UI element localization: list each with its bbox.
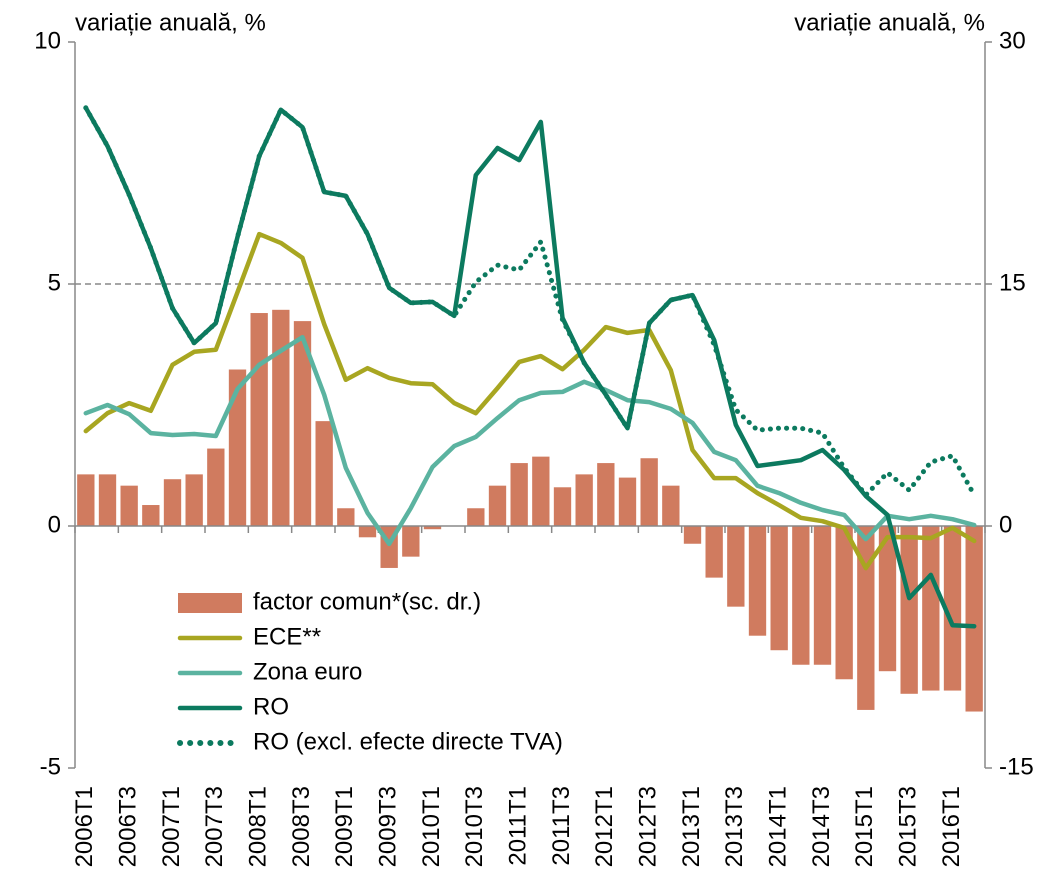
x-tick-label: 2009T3 xyxy=(375,786,402,867)
bar xyxy=(423,526,442,530)
y2-tick-label: 0 xyxy=(999,511,1012,538)
bar xyxy=(683,526,702,544)
bar xyxy=(922,526,940,691)
x-tick-label: 2007T3 xyxy=(201,786,228,867)
bar xyxy=(965,526,983,712)
bar xyxy=(293,321,312,526)
bar xyxy=(402,526,420,557)
bar xyxy=(510,463,528,526)
bar xyxy=(705,526,723,578)
x-tick-label: 2007T1 xyxy=(158,786,185,867)
bar xyxy=(315,421,333,526)
bar xyxy=(98,474,117,526)
x-tick-label: 2015T3 xyxy=(895,786,922,867)
y2-tick-label: 30 xyxy=(999,27,1026,54)
bar xyxy=(943,526,962,691)
x-tick-label: 2010T1 xyxy=(418,786,445,867)
y-tick-label: -5 xyxy=(40,753,61,780)
y-tick-label: 10 xyxy=(34,27,61,54)
bar xyxy=(228,369,247,526)
y-tick-label: 5 xyxy=(48,269,61,296)
bar xyxy=(207,448,225,526)
legend-label: RO (excl. efecte directe TVA) xyxy=(253,728,563,755)
bar xyxy=(835,526,853,680)
bar xyxy=(662,485,680,526)
bar xyxy=(575,474,593,526)
legend-label: factor comun*(sc. dr.) xyxy=(253,588,481,615)
legend-label: ECE** xyxy=(253,623,321,650)
bar xyxy=(813,526,832,665)
y2-axis-title: variație anuală, % xyxy=(794,9,985,36)
x-tick-label: 2016T1 xyxy=(938,786,965,867)
bar xyxy=(467,508,485,526)
bar xyxy=(748,526,767,636)
bar xyxy=(532,456,550,526)
x-tick-label: 2012T1 xyxy=(591,786,618,867)
bar xyxy=(597,463,615,526)
y2-tick-label: 15 xyxy=(999,269,1026,296)
x-tick-label: 2014T3 xyxy=(808,786,835,867)
x-tick-label: 2006T3 xyxy=(115,786,142,867)
bar xyxy=(142,505,160,526)
x-tick-label: 2011T1 xyxy=(505,786,532,866)
line xyxy=(83,105,977,498)
bar xyxy=(727,526,745,607)
x-tick-label: 2008T3 xyxy=(288,786,315,867)
line xyxy=(83,334,977,547)
x-tick-label: 2012T3 xyxy=(635,786,662,867)
legend-swatch xyxy=(178,593,242,613)
y-axis-title: variație anuală, % xyxy=(75,9,266,36)
bar xyxy=(488,485,507,526)
bar xyxy=(618,477,637,526)
bar xyxy=(358,526,377,538)
legend-label: RO xyxy=(253,693,289,720)
bar xyxy=(250,313,268,526)
bar xyxy=(640,458,658,526)
bar xyxy=(878,526,897,672)
x-tick-label: 2008T1 xyxy=(245,786,272,867)
bar xyxy=(185,474,203,526)
x-tick-label: 2015T1 xyxy=(851,786,878,867)
x-tick-label: 2013T3 xyxy=(721,786,748,867)
x-tick-label: 2010T3 xyxy=(461,786,488,867)
bar xyxy=(120,485,138,526)
x-tick-label: 2014T1 xyxy=(765,786,792,867)
bar xyxy=(900,526,918,694)
bar xyxy=(792,526,810,665)
bar xyxy=(163,479,182,526)
line xyxy=(83,231,977,571)
bar xyxy=(337,508,355,526)
y-tick-label: 0 xyxy=(48,511,61,538)
x-tick-label: 2009T1 xyxy=(331,786,358,867)
legend-label: Zona euro xyxy=(253,658,362,685)
bar xyxy=(770,526,788,651)
bar xyxy=(77,474,95,526)
y2-tick-label: -15 xyxy=(999,753,1034,780)
bar xyxy=(272,309,290,526)
x-tick-label: 2013T1 xyxy=(678,786,705,867)
x-tick-label: 2011T3 xyxy=(548,786,575,866)
bar xyxy=(857,526,875,710)
bar xyxy=(553,487,572,526)
x-tick-label: 2006T1 xyxy=(71,786,98,867)
